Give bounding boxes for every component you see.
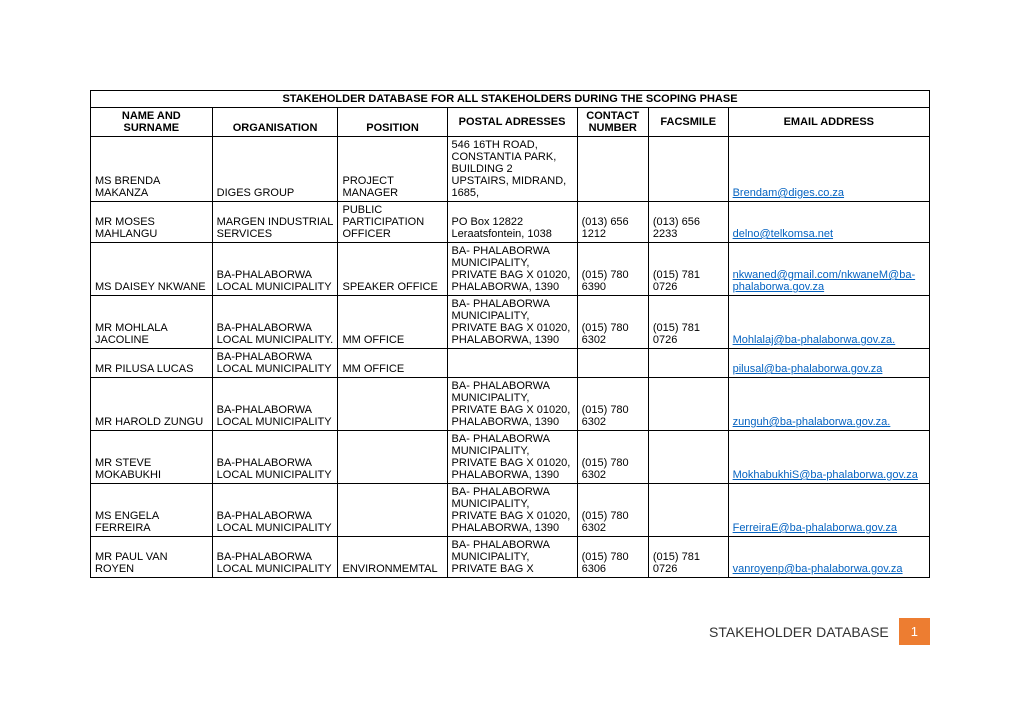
cell-name: MR PAUL VAN ROYEN	[91, 537, 213, 578]
cell-pos: PUBLIC PARTICIPATION OFFICER	[338, 202, 447, 243]
cell-fax	[648, 137, 728, 202]
cell-fax: (015) 781 0726	[648, 537, 728, 578]
email-link[interactable]: delno@telkomsa.net	[733, 228, 833, 240]
cell-fax: (015) 781 0726	[648, 296, 728, 349]
cell-pos: MM OFFICE	[338, 349, 447, 378]
email-link[interactable]: MokhabukhiS@ba-phalaborwa.gov.za	[733, 469, 918, 481]
cell-contact: (015) 780 6302	[577, 484, 648, 537]
cell-contact: (015) 780 6306	[577, 537, 648, 578]
cell-fax	[648, 431, 728, 484]
cell-pos: SPEAKER OFFICE	[338, 243, 447, 296]
cell-pos	[338, 484, 447, 537]
cell-pos	[338, 431, 447, 484]
cell-email: Mohlalaj@ba-phalaborwa.gov.za.	[728, 296, 929, 349]
cell-org: BA-PHALABORWA LOCAL MUNICIPALITY	[212, 378, 338, 431]
cell-email: nkwaned@gmail.com/nkwaneM@ba-phalaborwa.…	[728, 243, 929, 296]
cell-email: MokhabukhiS@ba-phalaborwa.gov.za	[728, 431, 929, 484]
cell-fax: (015) 781 0726	[648, 243, 728, 296]
cell-fax	[648, 484, 728, 537]
cell-fax	[648, 378, 728, 431]
cell-addr: BA- PHALABORWA MUNICIPALITY, PRIVATE BAG…	[447, 243, 577, 296]
col-header-addr: POSTAL ADRESSES	[447, 108, 577, 137]
cell-contact: (015) 780 6302	[577, 431, 648, 484]
col-header-fax: FACSMILE	[648, 108, 728, 137]
cell-addr: 546 16TH ROAD, CONSTANTIA PARK, BUILDING…	[447, 137, 577, 202]
table-title-row: STAKEHOLDER DATABASE FOR ALL STAKEHOLDER…	[91, 91, 930, 108]
table-title: STAKEHOLDER DATABASE FOR ALL STAKEHOLDER…	[91, 91, 930, 108]
cell-contact: (015) 780 6302	[577, 378, 648, 431]
cell-org: BA-PHALABORWA LOCAL MUNICIPALITY	[212, 431, 338, 484]
email-link[interactable]: zunguh@ba-phalaborwa.gov.za.	[733, 416, 891, 428]
col-header-org: ORGANISATION	[212, 108, 338, 137]
stakeholder-table: STAKEHOLDER DATABASE FOR ALL STAKEHOLDER…	[90, 90, 930, 578]
table-row: MR HAROLD ZUNGUBA-PHALABORWA LOCAL MUNIC…	[91, 378, 930, 431]
email-link[interactable]: nkwaned@gmail.com/nkwaneM@ba-phalaborwa.…	[733, 269, 916, 293]
cell-name: MR PILUSA LUCAS	[91, 349, 213, 378]
cell-org: BA-PHALABORWA LOCAL MUNICIPALITY.	[212, 296, 338, 349]
table-header-row: NAME AND SURNAME ORGANISATION POSITION P…	[91, 108, 930, 137]
cell-name: MS ENGELA FERREIRA	[91, 484, 213, 537]
cell-name: MS BRENDA MAKANZA	[91, 137, 213, 202]
email-link[interactable]: FerreiraE@ba-phalaborwa.gov.za	[733, 522, 897, 534]
email-link[interactable]: vanroyenp@ba-phalaborwa.gov.za	[733, 563, 903, 575]
cell-email: delno@telkomsa.net	[728, 202, 929, 243]
cell-contact	[577, 349, 648, 378]
cell-addr	[447, 349, 577, 378]
cell-org: BA-PHALABORWA LOCAL MUNICIPALITY	[212, 349, 338, 378]
cell-org: MARGEN INDUSTRIAL SERVICES	[212, 202, 338, 243]
cell-email: vanroyenp@ba-phalaborwa.gov.za	[728, 537, 929, 578]
col-header-email: EMAIL ADDRESS	[728, 108, 929, 137]
footer-label: STAKEHOLDER DATABASE	[709, 624, 889, 640]
table-row: MR MOSES MAHLANGUMARGEN INDUSTRIAL SERVI…	[91, 202, 930, 243]
table-row: MS ENGELA FERREIRABA-PHALABORWA LOCAL MU…	[91, 484, 930, 537]
table-row: MR MOHLALA JACOLINEBA-PHALABORWA LOCAL M…	[91, 296, 930, 349]
table-row: MR PAUL VAN ROYENBA-PHALABORWA LOCAL MUN…	[91, 537, 930, 578]
cell-org: BA-PHALABORWA LOCAL MUNICIPALITY	[212, 484, 338, 537]
cell-name: MR MOHLALA JACOLINE	[91, 296, 213, 349]
table-row: MR PILUSA LUCASBA-PHALABORWA LOCAL MUNIC…	[91, 349, 930, 378]
cell-contact: (013) 656 1212	[577, 202, 648, 243]
cell-pos: MM OFFICE	[338, 296, 447, 349]
cell-contact	[577, 137, 648, 202]
email-link[interactable]: Brendam@diges.co.za	[733, 187, 844, 199]
cell-contact: (015) 780 6390	[577, 243, 648, 296]
cell-name: MR STEVE MOKABUKHI	[91, 431, 213, 484]
table-row: MS DAISEY NKWANEBA-PHALABORWA LOCAL MUNI…	[91, 243, 930, 296]
col-header-name: NAME AND SURNAME	[91, 108, 213, 137]
cell-addr: BA- PHALABORWA MUNICIPALITY, PRIVATE BAG…	[447, 537, 577, 578]
cell-addr: BA- PHALABORWA MUNICIPALITY, PRIVATE BAG…	[447, 484, 577, 537]
cell-org: DIGES GROUP	[212, 137, 338, 202]
cell-pos	[338, 378, 447, 431]
email-link[interactable]: pilusal@ba-phalaborwa.gov.za	[733, 363, 883, 375]
cell-org: BA-PHALABORWA LOCAL MUNICIPALITY	[212, 537, 338, 578]
col-header-contact: CONTACT NUMBER	[577, 108, 648, 137]
cell-pos: PROJECT MANAGER	[338, 137, 447, 202]
cell-contact: (015) 780 6302	[577, 296, 648, 349]
cell-fax	[648, 349, 728, 378]
cell-pos: ENVIRONMEMTAL	[338, 537, 447, 578]
cell-email: Brendam@diges.co.za	[728, 137, 929, 202]
cell-addr: BA- PHALABORWA MUNICIPALITY, PRIVATE BAG…	[447, 378, 577, 431]
cell-addr: PO Box 12822 Leraatsfontein, 1038	[447, 202, 577, 243]
email-link[interactable]: Mohlalaj@ba-phalaborwa.gov.za.	[733, 334, 896, 346]
cell-addr: BA- PHALABORWA MUNICIPALITY, PRIVATE BAG…	[447, 431, 577, 484]
cell-email: pilusal@ba-phalaborwa.gov.za	[728, 349, 929, 378]
cell-email: zunguh@ba-phalaborwa.gov.za.	[728, 378, 929, 431]
col-header-pos: POSITION	[338, 108, 447, 137]
cell-org: BA-PHALABORWA LOCAL MUNICIPALITY	[212, 243, 338, 296]
cell-fax: (013) 656 2233	[648, 202, 728, 243]
page-footer: STAKEHOLDER DATABASE 1	[90, 618, 930, 645]
cell-name: MR HAROLD ZUNGU	[91, 378, 213, 431]
page-number: 1	[899, 618, 930, 645]
table-row: MS BRENDA MAKANZADIGES GROUPPROJECT MANA…	[91, 137, 930, 202]
table-row: MR STEVE MOKABUKHIBA-PHALABORWA LOCAL MU…	[91, 431, 930, 484]
cell-name: MR MOSES MAHLANGU	[91, 202, 213, 243]
cell-name: MS DAISEY NKWANE	[91, 243, 213, 296]
cell-addr: BA- PHALABORWA MUNICIPALITY, PRIVATE BAG…	[447, 296, 577, 349]
cell-email: FerreiraE@ba-phalaborwa.gov.za	[728, 484, 929, 537]
